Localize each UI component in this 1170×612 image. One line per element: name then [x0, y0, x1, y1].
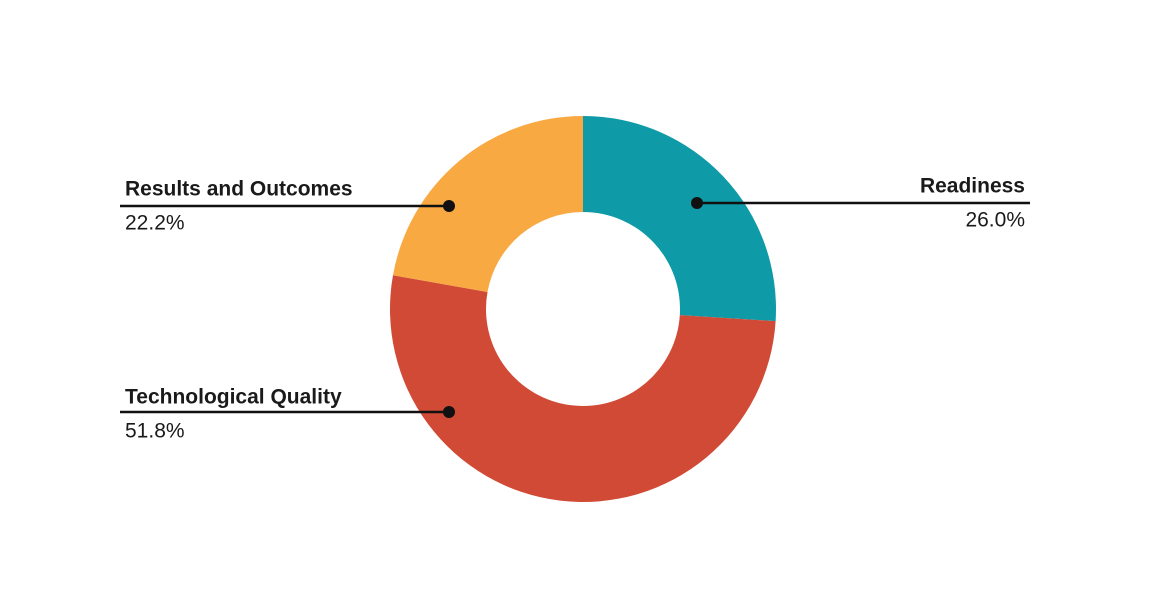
donut-segment: [392, 116, 583, 293]
donut-segment: [389, 275, 776, 503]
value-label: 51.8%: [125, 420, 185, 443]
donut-segment: [583, 116, 776, 322]
value-label: 26.0%: [965, 209, 1025, 232]
leader-dot: [443, 200, 455, 212]
category-label: Results and Outcomes: [125, 178, 353, 201]
leader-dot: [691, 197, 703, 209]
value-label: 22.2%: [125, 212, 185, 235]
category-label: Technological Quality: [125, 386, 342, 409]
category-label: Readiness: [920, 175, 1025, 198]
leader-dot: [443, 406, 455, 418]
